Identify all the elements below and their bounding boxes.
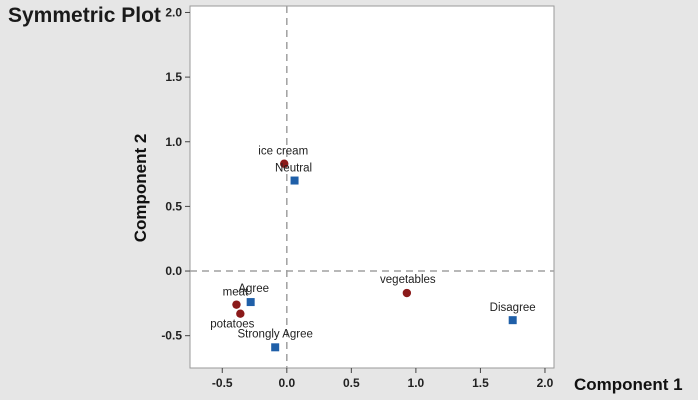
- y-axis-title: Component 2: [131, 134, 150, 243]
- reference-lines: [190, 6, 554, 368]
- label-disagree: Disagree: [490, 302, 536, 314]
- chart-title: Symmetric Plot: [8, 4, 161, 27]
- x-tick-label: 0.5: [343, 376, 360, 390]
- data-points: [232, 159, 517, 352]
- x-tick-label: 1.0: [408, 376, 425, 390]
- y-tick-label: 1.0: [165, 135, 182, 149]
- x-axis-ticks: -0.5 0.0 0.5 1.0 1.5 2.0: [212, 368, 554, 390]
- label-neutral: Neutral: [275, 163, 312, 175]
- y-tick-label: -0.5: [161, 329, 182, 343]
- label-strongly-agree: Strongly Agree: [237, 328, 312, 340]
- point-neutral: [290, 176, 299, 185]
- label-vegetables: vegetables: [380, 274, 436, 286]
- y-tick-label: 0.5: [165, 199, 182, 213]
- x-tick-label: 0.0: [278, 376, 295, 390]
- point-meat: [232, 300, 241, 309]
- point-disagree: [508, 316, 517, 325]
- y-tick-label: 1.5: [165, 70, 182, 84]
- x-tick-label: 1.5: [472, 376, 489, 390]
- point-vegetables: [402, 288, 412, 298]
- label-meat: meat: [223, 287, 249, 299]
- point-labels: ice cream meat potatoes vegetables Neutral Ag…: [210, 146, 535, 341]
- point-strongly-agree: [271, 343, 280, 352]
- point-potatoes: [236, 309, 245, 318]
- label-potatoes: potatoes: [210, 319, 254, 331]
- y-tick-label: 2.0: [165, 5, 182, 19]
- label-agree: Agree: [238, 283, 269, 295]
- x-axis-title: Component 1: [574, 375, 683, 394]
- x-tick-label: -0.5: [212, 376, 233, 390]
- x-tick-label: 2.0: [537, 376, 554, 390]
- y-tick-label: 0.0: [165, 264, 182, 278]
- point-ice-cream: [280, 159, 289, 168]
- plot-area: [189, 5, 555, 369]
- y-axis-ticks: -0.5 0.0 0.5 1.0 1.5 2.0: [161, 5, 190, 343]
- label-ice-cream: ice cream: [258, 146, 308, 158]
- point-agree: [246, 298, 255, 307]
